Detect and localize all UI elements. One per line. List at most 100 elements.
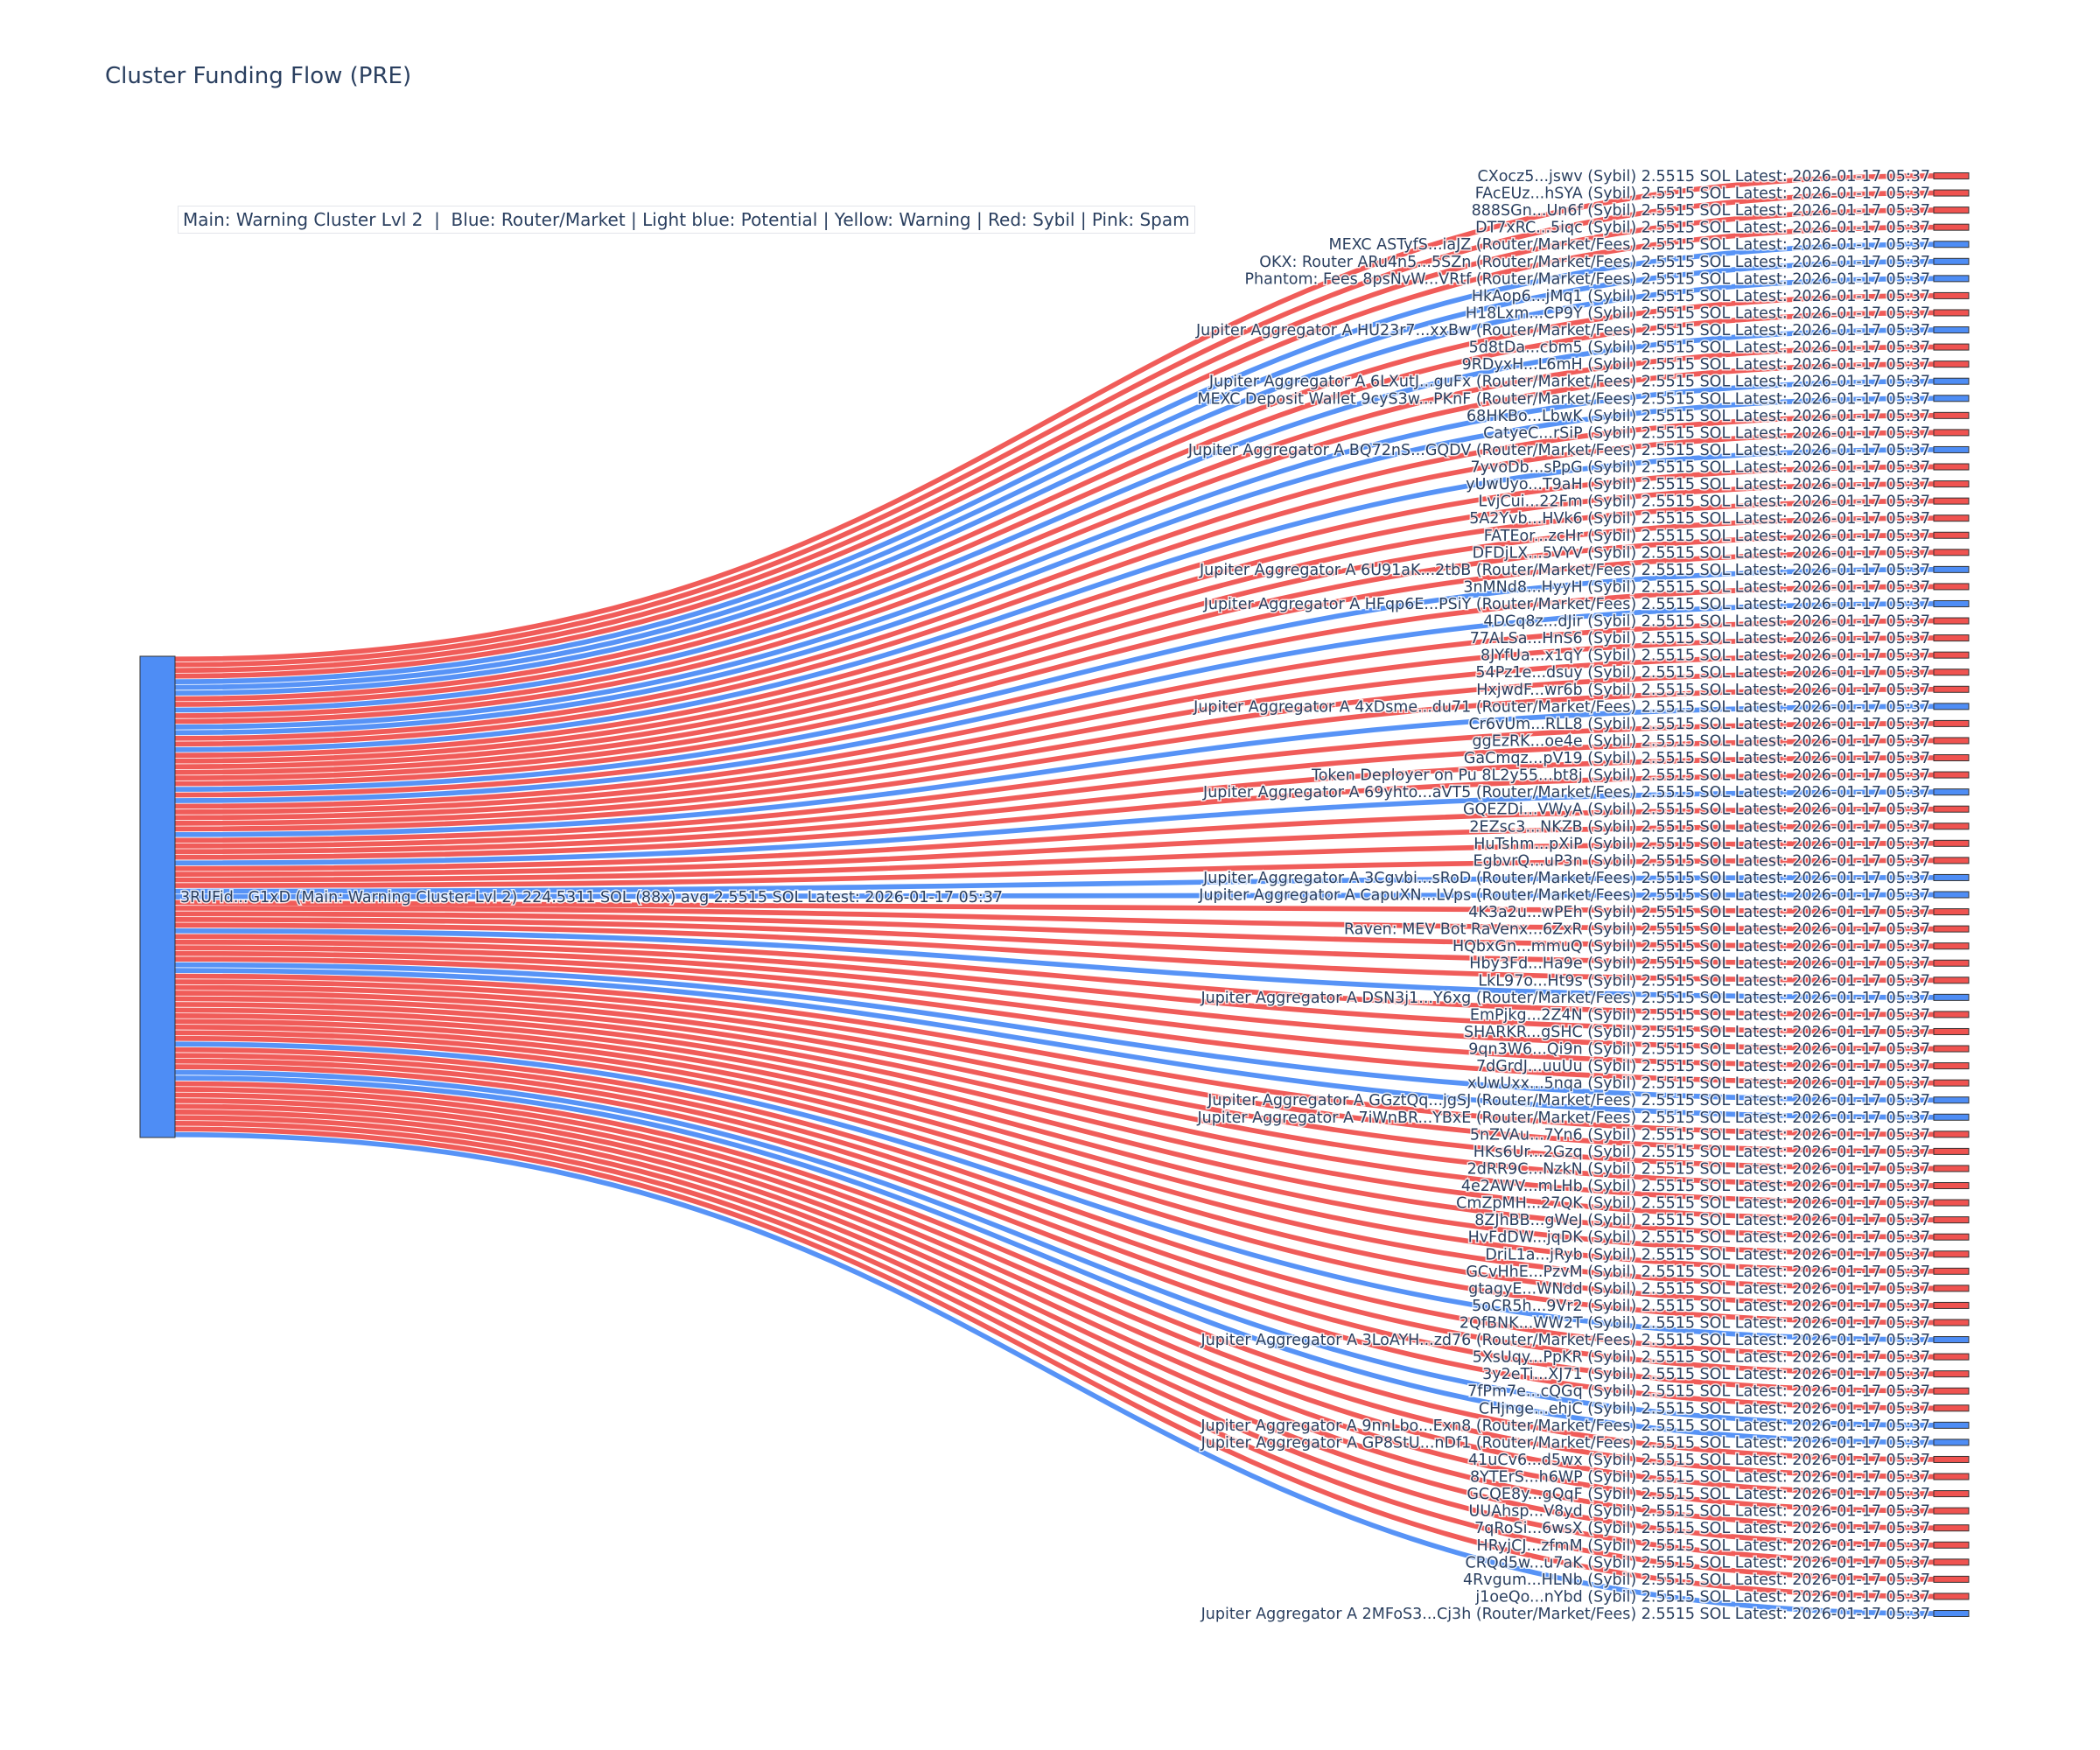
target-node[interactable] bbox=[1933, 1130, 1970, 1138]
flow-link[interactable] bbox=[174, 911, 1935, 949]
flow-link[interactable] bbox=[174, 1058, 1935, 1394]
target-node[interactable] bbox=[1933, 377, 1970, 385]
target-node[interactable] bbox=[1933, 1558, 1970, 1566]
flow-link[interactable] bbox=[174, 378, 1935, 730]
flow-link[interactable] bbox=[174, 412, 1935, 741]
flow-link[interactable] bbox=[174, 635, 1935, 815]
target-node[interactable] bbox=[1933, 565, 1970, 573]
flow-link[interactable] bbox=[174, 945, 1935, 1052]
target-node[interactable] bbox=[1933, 275, 1970, 283]
flow-link[interactable] bbox=[174, 1115, 1935, 1565]
flow-link[interactable] bbox=[174, 1126, 1935, 1600]
target-node[interactable] bbox=[1933, 1011, 1970, 1018]
flow-link[interactable] bbox=[174, 996, 1935, 1206]
flow-link[interactable] bbox=[174, 224, 1935, 679]
target-node[interactable] bbox=[1933, 291, 1970, 299]
flow-link[interactable] bbox=[174, 276, 1935, 696]
target-node[interactable] bbox=[1933, 1147, 1970, 1155]
target-node[interactable] bbox=[1933, 514, 1970, 522]
flow-link[interactable] bbox=[174, 968, 1935, 1120]
source-node[interactable] bbox=[139, 655, 176, 1138]
target-node[interactable] bbox=[1933, 429, 1970, 437]
flow-link[interactable] bbox=[174, 1046, 1935, 1360]
target-node[interactable] bbox=[1933, 1387, 1970, 1395]
flow-link[interactable] bbox=[174, 990, 1935, 1188]
flow-link[interactable] bbox=[174, 906, 1935, 932]
flow-link[interactable] bbox=[174, 618, 1935, 809]
target-node[interactable] bbox=[1933, 1473, 1970, 1480]
flow-link[interactable] bbox=[174, 1041, 1935, 1342]
flow-link[interactable] bbox=[174, 806, 1935, 872]
target-node[interactable] bbox=[1933, 805, 1970, 813]
target-node[interactable] bbox=[1933, 1284, 1970, 1292]
target-node[interactable] bbox=[1933, 1370, 1970, 1378]
target-node[interactable] bbox=[1933, 497, 1970, 505]
flow-link[interactable] bbox=[174, 1098, 1935, 1514]
flow-link[interactable] bbox=[174, 344, 1935, 718]
flow-link[interactable] bbox=[174, 1053, 1935, 1377]
flow-link[interactable] bbox=[174, 892, 1935, 900]
flow-link[interactable] bbox=[174, 550, 1935, 787]
flow-link[interactable] bbox=[174, 1035, 1935, 1326]
target-node[interactable] bbox=[1933, 309, 1970, 317]
flow-link[interactable] bbox=[174, 1069, 1935, 1428]
flow-link[interactable] bbox=[174, 293, 1935, 702]
target-node[interactable] bbox=[1933, 1490, 1970, 1498]
target-node[interactable] bbox=[1933, 257, 1970, 265]
flow-link[interactable] bbox=[174, 1007, 1935, 1240]
flow-link[interactable] bbox=[174, 481, 1935, 764]
target-node[interactable] bbox=[1933, 1199, 1970, 1207]
target-node[interactable] bbox=[1933, 599, 1970, 607]
flow-link[interactable] bbox=[174, 1081, 1935, 1462]
target-node[interactable] bbox=[1933, 1507, 1970, 1515]
target-node[interactable] bbox=[1933, 1113, 1970, 1121]
target-node[interactable] bbox=[1933, 719, 1970, 727]
flow-link[interactable] bbox=[174, 917, 1935, 966]
target-node[interactable] bbox=[1933, 1267, 1970, 1275]
flow-link[interactable] bbox=[174, 875, 1935, 894]
flow-link[interactable] bbox=[174, 310, 1935, 707]
flow-link[interactable] bbox=[174, 190, 1935, 668]
target-node[interactable] bbox=[1933, 1233, 1970, 1241]
flow-link[interactable] bbox=[174, 956, 1935, 1086]
flow-link[interactable] bbox=[174, 1030, 1935, 1308]
flow-link[interactable] bbox=[174, 447, 1935, 752]
flow-link[interactable] bbox=[174, 1103, 1935, 1531]
target-node[interactable] bbox=[1933, 873, 1970, 881]
flow-link[interactable] bbox=[174, 1064, 1935, 1411]
target-node[interactable] bbox=[1933, 754, 1970, 762]
target-node[interactable] bbox=[1933, 1165, 1970, 1172]
target-node[interactable] bbox=[1933, 1404, 1970, 1412]
target-node[interactable] bbox=[1933, 395, 1970, 402]
flow-link[interactable] bbox=[174, 207, 1935, 674]
target-node[interactable] bbox=[1933, 959, 1970, 967]
target-node[interactable] bbox=[1933, 1575, 1970, 1583]
flow-link[interactable] bbox=[174, 934, 1935, 1018]
target-node[interactable] bbox=[1933, 651, 1970, 659]
flow-link[interactable] bbox=[174, 515, 1935, 775]
target-node[interactable] bbox=[1933, 343, 1970, 351]
flow-link[interactable] bbox=[174, 1092, 1935, 1496]
target-node[interactable] bbox=[1933, 617, 1970, 625]
target-node[interactable] bbox=[1933, 1182, 1970, 1190]
target-node[interactable] bbox=[1933, 891, 1970, 899]
target-node[interactable] bbox=[1933, 771, 1970, 779]
target-node[interactable] bbox=[1933, 634, 1970, 642]
flow-link[interactable] bbox=[174, 1024, 1935, 1292]
flow-link[interactable] bbox=[174, 950, 1935, 1068]
flow-link[interactable] bbox=[174, 396, 1935, 736]
flow-link[interactable] bbox=[174, 567, 1935, 792]
flow-link[interactable] bbox=[174, 1013, 1935, 1257]
flow-link[interactable] bbox=[174, 258, 1935, 690]
flow-link[interactable] bbox=[174, 858, 1935, 888]
flow-link[interactable] bbox=[174, 772, 1935, 860]
flow-link[interactable] bbox=[174, 601, 1935, 803]
target-node[interactable] bbox=[1933, 1045, 1970, 1053]
target-node[interactable] bbox=[1933, 857, 1970, 864]
target-node[interactable] bbox=[1933, 531, 1970, 539]
target-node[interactable] bbox=[1933, 839, 1970, 847]
flow-link[interactable] bbox=[174, 242, 1935, 684]
target-node[interactable] bbox=[1933, 908, 1970, 916]
flow-link[interactable] bbox=[174, 973, 1935, 1138]
flow-link[interactable] bbox=[174, 430, 1935, 747]
